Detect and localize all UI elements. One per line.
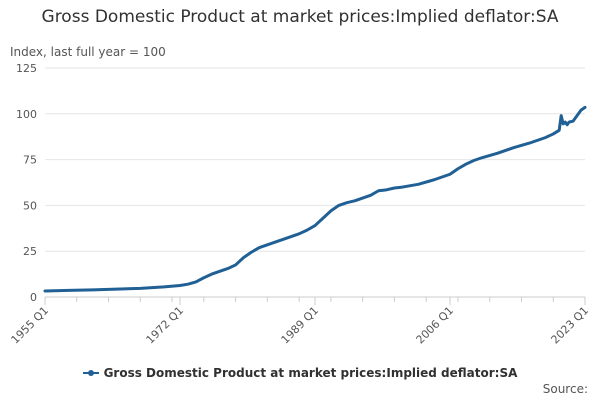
tick-labels: 0 25 50 75 100 125 1955 Q1 1972 Q1 1989 Q1 2006 Q…	[9, 62, 592, 346]
y-tick-label-125: 125	[16, 62, 37, 75]
y-tick-label-100: 100	[16, 108, 37, 121]
x-tick-label-2006-Q1: 2006 Q1	[414, 304, 457, 347]
x-tick-label-1989-Q1: 1989 Q1	[279, 304, 322, 347]
source-label: Source:	[542, 382, 588, 396]
y-tick-label-25: 25	[23, 245, 37, 258]
x-tick-label-1955-Q1: 1955 Q1	[9, 304, 52, 347]
series-line-0	[43, 105, 587, 293]
y-tick-label-0: 0	[30, 291, 37, 304]
y-axis-label: Index, last full year = 100	[10, 45, 166, 59]
y-tick-label-50: 50	[23, 199, 37, 212]
x-tick-label-2023-Q1: 2023 Q1	[549, 304, 592, 347]
legend[interactable]: Gross Domestic Product at market prices:…	[0, 366, 600, 380]
chart-title: Gross Domestic Product at market prices:…	[41, 7, 559, 27]
y-tick-label-75: 75	[23, 154, 37, 167]
x-tick-label-1972-Q1: 1972 Q1	[144, 304, 187, 347]
legend-swatch	[82, 369, 99, 376]
series-layer	[43, 105, 587, 293]
legend-label: Gross Domestic Product at market prices:…	[103, 366, 518, 380]
grid-lines	[45, 67, 585, 252]
axes	[44, 296, 586, 305]
